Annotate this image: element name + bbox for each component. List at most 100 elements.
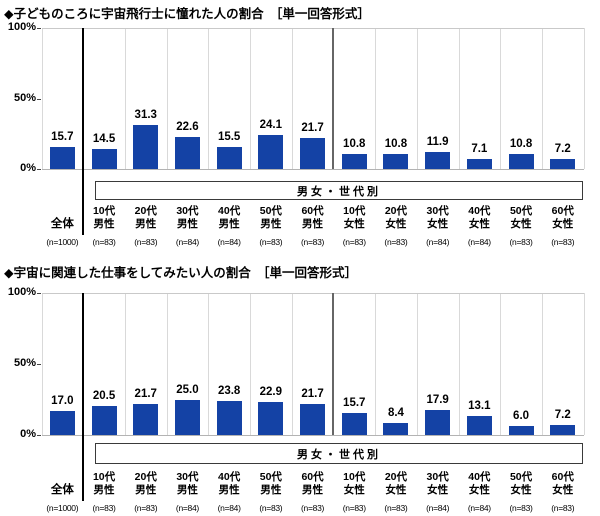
gridline <box>124 293 126 435</box>
gridline <box>291 293 293 435</box>
gridline <box>541 28 543 169</box>
y-tick-mark <box>37 98 41 100</box>
bar <box>174 137 200 169</box>
y-tick-label: 50% <box>13 357 36 369</box>
y-tick-mark <box>37 28 41 29</box>
bar <box>508 153 534 169</box>
bar-value-label: 21.7 <box>134 388 157 401</box>
gridline <box>208 293 210 435</box>
bar-value-label: 10.8 <box>384 137 408 150</box>
bar <box>341 153 367 169</box>
overall-separator-line <box>82 28 85 235</box>
y-tick-mark <box>37 364 41 365</box>
bar-value-label: 7.2 <box>554 408 571 421</box>
sample-size-label: (n=84) <box>426 503 450 513</box>
y-tick-mark <box>37 435 41 436</box>
chart-space-job-interest: ◆宇宙に関連した仕事をしてみたい人の割合 ［単一回答形式］ 100% 50% 0% 1… <box>0 258 600 516</box>
bar-value-label: 7.1 <box>471 142 488 155</box>
y-tick-label: 0% <box>20 162 36 174</box>
sample-size-label: (n=83) <box>551 237 575 247</box>
bar-value-label: 17.9 <box>426 393 449 406</box>
bar <box>49 410 75 435</box>
sample-size-label: (n=83) <box>342 503 366 513</box>
category-label: 全体 <box>50 484 74 496</box>
bar <box>133 404 159 435</box>
sample-size-label: (n=1000) <box>46 237 79 247</box>
bar-value-label: 11.9 <box>426 136 449 149</box>
sample-size-label: (n=84) <box>175 237 199 247</box>
sample-size-label: (n=84) <box>426 237 450 247</box>
sample-size-label: (n=84) <box>175 503 199 513</box>
bar <box>550 424 576 435</box>
category-label: 60代 男性 <box>301 205 324 230</box>
sample-size-label: (n=83) <box>301 503 325 513</box>
bar-value-label: 25.0 <box>176 383 199 396</box>
gridline <box>583 293 585 435</box>
category-label: 40代 女性 <box>468 205 491 230</box>
category-label: 10代 男性 <box>92 471 116 496</box>
y-tick-label: 0% <box>20 428 36 440</box>
bar <box>174 399 200 435</box>
category-label: 20代 女性 <box>384 471 408 496</box>
group-label-box: 男女・世代別 <box>95 181 583 200</box>
bar-value-label: 10.8 <box>343 137 366 150</box>
sample-size-label: (n=84) <box>217 237 241 247</box>
bar-value-label: 22.6 <box>176 121 199 134</box>
bar <box>49 146 75 169</box>
bar <box>133 124 159 169</box>
x-axis-line <box>41 169 584 170</box>
bar <box>341 412 367 435</box>
sample-size-label: (n=83) <box>551 503 575 513</box>
bar <box>300 404 326 435</box>
sample-size-label: (n=84) <box>467 237 491 247</box>
category-label: 20代 男性 <box>134 205 157 230</box>
bar-value-label: 22.9 <box>259 386 283 399</box>
gridline <box>541 293 543 435</box>
category-label: 40代 男性 <box>218 471 241 496</box>
category-label: 30代 男性 <box>176 205 199 230</box>
bar <box>466 416 492 435</box>
category-label: 60代 男性 <box>301 471 324 496</box>
bar <box>466 158 492 169</box>
sample-size-label: (n=83) <box>342 237 366 247</box>
gridline <box>41 293 43 435</box>
gridline <box>416 293 418 435</box>
chart-title: ◆宇宙に関連した仕事をしてみたい人の割合 ［単一回答形式］ <box>4 266 357 280</box>
bar <box>216 401 242 435</box>
category-label: 50代 男性 <box>259 471 282 496</box>
bar <box>258 402 284 435</box>
bar-value-label: 14.5 <box>92 132 116 145</box>
bar-value-label: 17.0 <box>51 394 74 407</box>
category-label: 60代 女性 <box>551 205 574 230</box>
sample-size-label: (n=83) <box>134 237 158 247</box>
y-tick-label: 50% <box>13 91 36 104</box>
bar-value-label: 24.1 <box>259 119 283 132</box>
bar-value-label: 15.5 <box>217 131 241 144</box>
category-label: 50代 女性 <box>509 471 533 496</box>
gridline <box>250 293 251 435</box>
category-label: 40代 男性 <box>218 205 241 230</box>
category-label: 30代 男性 <box>176 471 199 496</box>
sample-size-label: (n=83) <box>384 237 408 247</box>
category-label: 30代 女性 <box>426 205 449 230</box>
gridline <box>500 293 502 435</box>
bar <box>383 423 409 435</box>
y-tick-mark <box>37 293 41 294</box>
bar-value-label: 6.0 <box>513 410 530 423</box>
sample-size-label: (n=1000) <box>46 503 79 513</box>
category-label: 10代 女性 <box>343 471 366 496</box>
category-label: 20代 男性 <box>134 471 157 496</box>
bar <box>258 135 284 169</box>
gridline <box>166 28 168 169</box>
category-label: 50代 女性 <box>509 205 533 230</box>
bar-value-label: 31.3 <box>134 108 157 121</box>
y-tick-label: 100% <box>7 21 36 33</box>
gender-separator-line <box>332 293 335 435</box>
x-axis-line <box>41 435 584 436</box>
sample-size-label: (n=84) <box>217 503 241 513</box>
sample-size-label: (n=83) <box>509 237 533 247</box>
gridline <box>124 28 126 169</box>
category-label: 20代 女性 <box>384 205 408 230</box>
category-label: 60代 女性 <box>551 471 574 496</box>
